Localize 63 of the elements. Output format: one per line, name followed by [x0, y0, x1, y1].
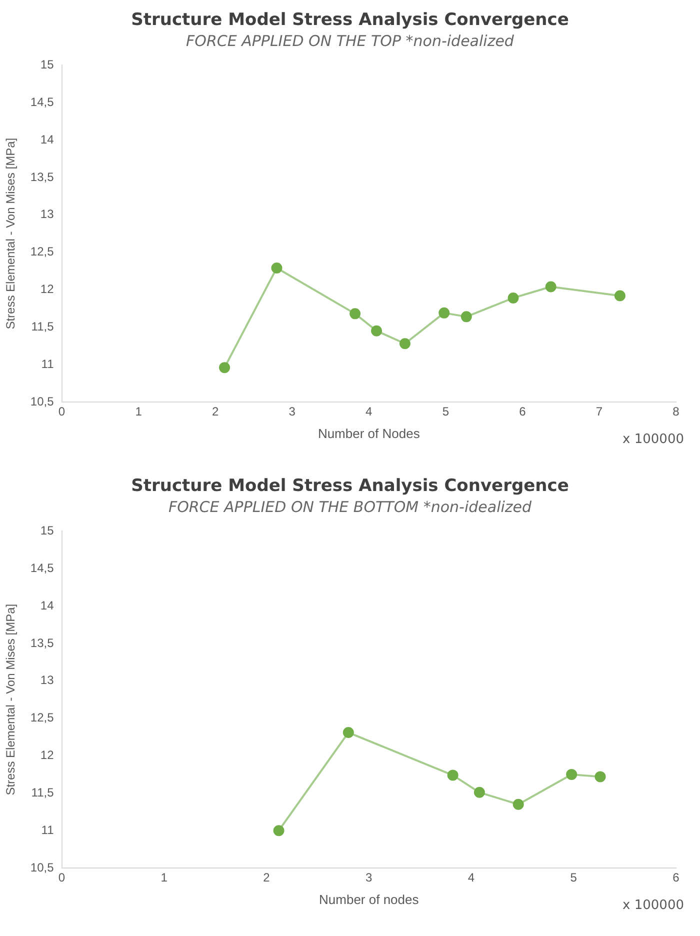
- y-tick-label: 14: [40, 598, 54, 612]
- x-tick-label: 2: [212, 404, 219, 419]
- point: [545, 281, 556, 292]
- y-axis-title: Stress Elemental - Von Mises [MPa]: [4, 138, 18, 330]
- y-tick-label: 13,5: [30, 170, 54, 184]
- y-tick-label: 12: [40, 282, 54, 296]
- point: [512, 798, 524, 810]
- y-axis-title: Stress Elemental - Von Mises [MPa]: [4, 604, 18, 796]
- point: [371, 325, 382, 336]
- x-tick-label: 4: [468, 870, 475, 885]
- point: [271, 262, 282, 274]
- point: [438, 307, 450, 318]
- y-tick-label: 13: [40, 207, 54, 222]
- point: [342, 727, 354, 738]
- point: [566, 768, 578, 780]
- y-tick-label: 15: [40, 58, 54, 72]
- point: [399, 338, 410, 350]
- x-tick-label: 0: [58, 870, 66, 885]
- point: [614, 290, 626, 302]
- y-tick-label: 11,5: [31, 319, 54, 334]
- y-tick-label: 14,5: [30, 94, 54, 109]
- y-tick-label: 15: [40, 524, 54, 538]
- x-tick-label: 6: [519, 404, 526, 419]
- point: [350, 308, 361, 320]
- y-tick-label: 12,5: [30, 244, 54, 259]
- y-tick-label: 11: [41, 822, 54, 837]
- x-tick-label: 1: [135, 404, 142, 419]
- x-tick-label: 5: [570, 870, 578, 885]
- y-tick-label: 14: [40, 132, 54, 146]
- x-tick-label: 3: [366, 870, 373, 885]
- x-tick-label: 4: [366, 404, 373, 419]
- y-tick-label: 10,5: [30, 394, 54, 408]
- y-tick-label: 14,5: [30, 560, 54, 575]
- x-tick-label: 7: [596, 404, 603, 419]
- point: [460, 311, 472, 322]
- x-axis-title: Number of Nodes: [318, 426, 420, 441]
- y-tick-label: 11: [41, 356, 54, 371]
- x-tick-label: 3: [288, 404, 296, 419]
- x-tick-label: 1: [160, 870, 168, 885]
- chart-title: Structure Model Stress Analysis Convergence: [130, 9, 570, 30]
- x-axis-title: Number of nodes: [319, 892, 420, 907]
- point: [594, 771, 606, 782]
- point: [447, 770, 458, 781]
- y-tick-label: 10,5: [30, 860, 54, 874]
- x-tick-label: 2: [263, 870, 270, 885]
- text: x 100000: [622, 432, 684, 447]
- y-tick-label: 12: [40, 748, 54, 762]
- y-tick-label: 12,5: [30, 710, 54, 725]
- text: x 100000: [622, 898, 684, 913]
- chart-subtitle: FORCE APPLIED ON THE BOTTOM *non-idealized: [167, 498, 533, 516]
- point: [474, 786, 485, 798]
- y-tick-label: 13: [40, 673, 54, 688]
- y-tick-label: 11,5: [31, 785, 54, 800]
- chart-title: Structure Model Stress Analysis Convergence: [130, 475, 570, 496]
- point: [219, 362, 230, 374]
- chart-subtitle: FORCE APPLIED ON THE TOP *non-idealized: [185, 32, 515, 50]
- x-tick-label: 8: [672, 404, 680, 419]
- point: [273, 825, 284, 836]
- y-tick-label: 13,5: [30, 636, 54, 650]
- x-tick-label: 6: [672, 870, 680, 885]
- point: [508, 292, 519, 304]
- x-tick-label: 5: [442, 404, 450, 419]
- x-tick-label: 0: [58, 404, 66, 419]
